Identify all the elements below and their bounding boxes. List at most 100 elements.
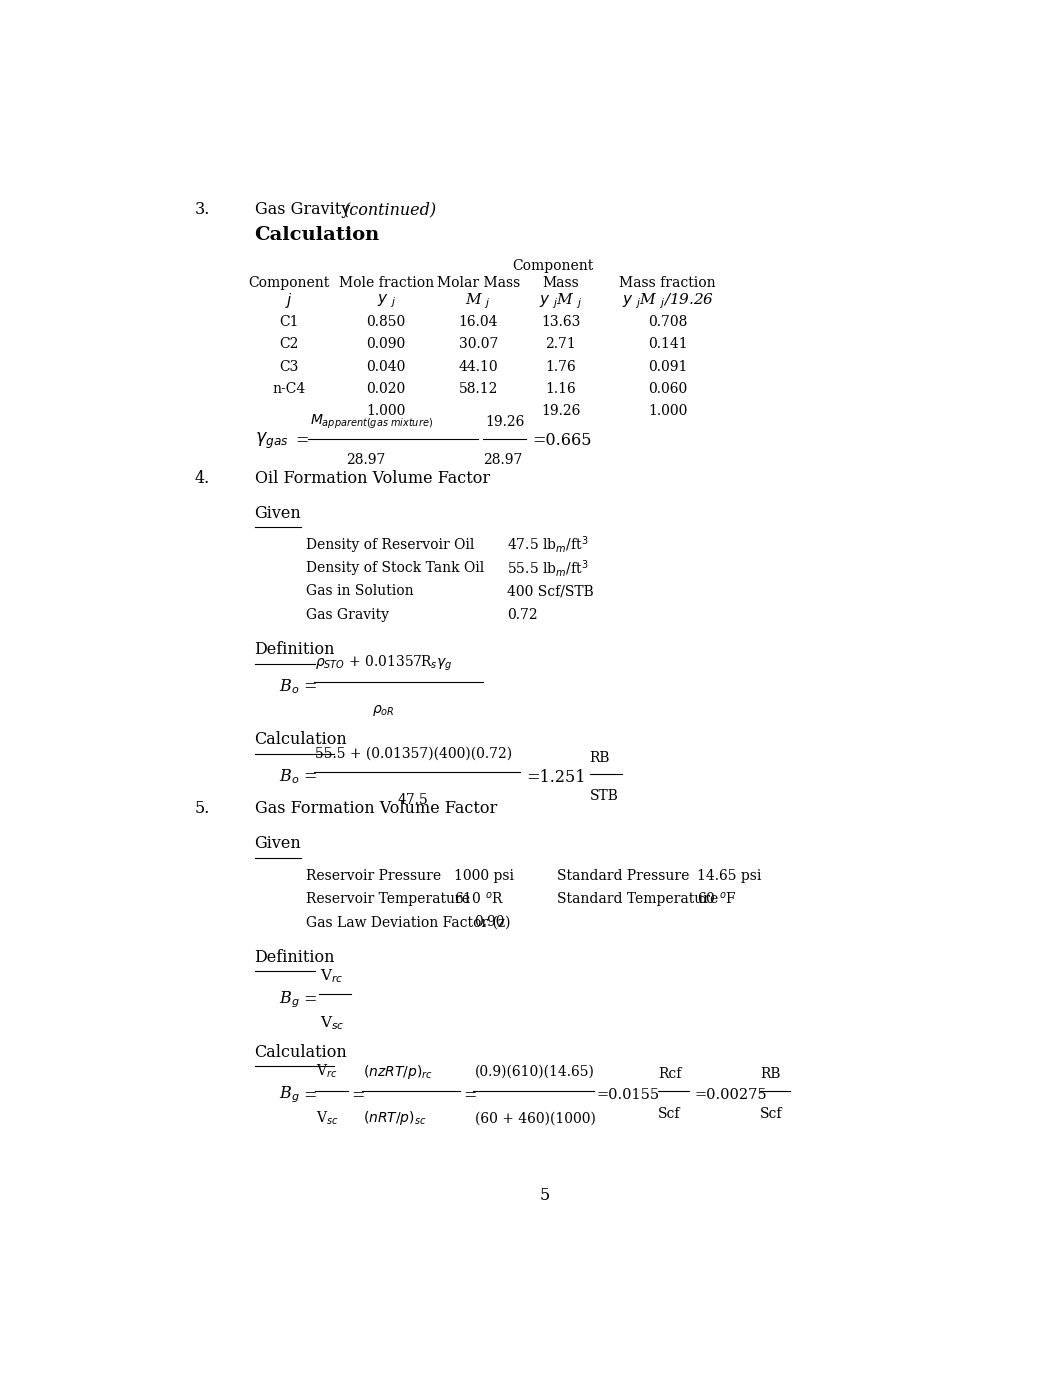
Text: 47.5 lb$_m$/ft$^3$: 47.5 lb$_m$/ft$^3$	[508, 534, 588, 555]
Text: V$_{rc}$: V$_{rc}$	[321, 968, 344, 985]
Text: Calculation: Calculation	[255, 226, 380, 244]
Text: Rcf: Rcf	[657, 1067, 681, 1081]
Text: Gas Formation Volume Factor: Gas Formation Volume Factor	[255, 800, 497, 818]
Text: Component: Component	[249, 275, 330, 291]
Text: Gas in Solution: Gas in Solution	[306, 584, 413, 599]
Text: Gas Gravity: Gas Gravity	[306, 607, 389, 622]
Text: $M_{apparent(gas\ mixture)}$: $M_{apparent(gas\ mixture)}$	[310, 413, 432, 431]
Text: 0.72: 0.72	[508, 607, 537, 622]
Text: 44.10: 44.10	[459, 359, 498, 373]
Text: 16.04: 16.04	[459, 315, 498, 329]
Text: 0.040: 0.040	[366, 359, 406, 373]
Text: V$_{sc}$: V$_{sc}$	[321, 1015, 345, 1031]
Text: 28.97: 28.97	[346, 453, 386, 467]
Text: (continued): (continued)	[343, 201, 436, 219]
Text: 3.: 3.	[194, 201, 210, 219]
Text: Gas Law Deviation Factor (z): Gas Law Deviation Factor (z)	[306, 916, 510, 929]
Text: Reservoir Pressure: Reservoir Pressure	[306, 869, 441, 883]
Text: n-C4: n-C4	[273, 381, 306, 397]
Text: 400 Scf/STB: 400 Scf/STB	[508, 584, 594, 599]
Text: =0.665: =0.665	[532, 432, 592, 449]
Text: 5.: 5.	[194, 800, 210, 818]
Text: =: =	[295, 432, 309, 449]
Text: B$_g$: B$_g$	[279, 1085, 301, 1106]
Text: (0.9)(610)(14.65): (0.9)(610)(14.65)	[475, 1064, 595, 1078]
Text: Definition: Definition	[255, 642, 336, 658]
Text: =: =	[350, 1086, 364, 1103]
Text: V$_{sc}$: V$_{sc}$	[316, 1110, 339, 1128]
Text: 5: 5	[539, 1187, 549, 1205]
Text: =1.251: =1.251	[526, 768, 585, 785]
Text: =: =	[303, 991, 316, 1008]
Text: 60 $^o$F: 60 $^o$F	[697, 891, 736, 907]
Text: Scf: Scf	[657, 1107, 681, 1121]
Text: 1.000: 1.000	[648, 405, 687, 419]
Text: 47.5: 47.5	[397, 793, 428, 807]
Text: =0.00275: =0.00275	[695, 1088, 767, 1102]
Text: $j$: $j$	[286, 292, 293, 310]
Text: B$_o$: B$_o$	[279, 767, 299, 786]
Text: Calculation: Calculation	[255, 1044, 347, 1062]
Text: (60 + 460)(1000): (60 + 460)(1000)	[475, 1111, 596, 1125]
Text: $\left(nRT/p\right)_{sc}$: $\left(nRT/p\right)_{sc}$	[363, 1110, 427, 1128]
Text: Mass fraction: Mass fraction	[619, 275, 716, 291]
Text: $\left(nzRT/p\right)_{rc}$: $\left(nzRT/p\right)_{rc}$	[363, 1063, 433, 1081]
Text: Given: Given	[255, 504, 302, 522]
Text: $y\ _j$: $y\ _j$	[377, 292, 396, 310]
Text: Standard Pressure: Standard Pressure	[556, 869, 689, 883]
Text: Molar Mass: Molar Mass	[436, 275, 520, 291]
Text: 0.708: 0.708	[648, 315, 687, 329]
Text: M$\ _j$: M$\ _j$	[465, 291, 492, 311]
Text: 55.5 + (0.01357)(400)(0.72): 55.5 + (0.01357)(400)(0.72)	[315, 746, 513, 760]
Text: $y\ _j$M$\ _j$: $y\ _j$M$\ _j$	[538, 291, 583, 311]
Text: 4.: 4.	[194, 470, 209, 486]
Text: $y\ _j$M$\ _j$/19.26: $y\ _j$M$\ _j$/19.26	[621, 291, 714, 311]
Text: 0.850: 0.850	[366, 315, 406, 329]
Text: Mass: Mass	[543, 275, 579, 291]
Text: Oil Formation Volume Factor: Oil Formation Volume Factor	[255, 470, 490, 486]
Text: 0.020: 0.020	[366, 381, 406, 397]
Text: Standard Temperature: Standard Temperature	[556, 892, 718, 906]
Text: 0.091: 0.091	[648, 359, 687, 373]
Text: 28.97: 28.97	[483, 453, 523, 467]
Text: Scf: Scf	[760, 1107, 783, 1121]
Text: 2.71: 2.71	[546, 337, 576, 351]
Text: 19.26: 19.26	[485, 414, 525, 428]
Text: =: =	[303, 679, 316, 695]
Text: =: =	[464, 1086, 477, 1103]
Text: 19.26: 19.26	[541, 405, 581, 419]
Text: 14.65 psi: 14.65 psi	[697, 869, 760, 883]
Text: 1.000: 1.000	[366, 405, 406, 419]
Text: 1.76: 1.76	[546, 359, 576, 373]
Text: =0.0155: =0.0155	[597, 1088, 661, 1102]
Text: C1: C1	[279, 315, 298, 329]
Text: 610 $^o$R: 610 $^o$R	[453, 891, 503, 907]
Text: 0.141: 0.141	[648, 337, 687, 351]
Text: 30.07: 30.07	[459, 337, 498, 351]
Text: B$_o$: B$_o$	[279, 677, 299, 697]
Text: Density of Reservoir Oil: Density of Reservoir Oil	[306, 538, 474, 552]
Text: =: =	[303, 1086, 316, 1103]
Text: 0.060: 0.060	[648, 381, 687, 397]
Text: Gas Gravity: Gas Gravity	[255, 201, 355, 219]
Text: RB: RB	[760, 1067, 781, 1081]
Text: RB: RB	[589, 750, 610, 766]
Text: Component: Component	[512, 259, 594, 273]
Text: 0.90: 0.90	[475, 916, 504, 929]
Text: $\gamma_{gas}$: $\gamma_{gas}$	[255, 431, 288, 452]
Text: C3: C3	[279, 359, 298, 373]
Text: C2: C2	[279, 337, 298, 351]
Text: B$_g$: B$_g$	[279, 990, 301, 1009]
Text: Mole fraction: Mole fraction	[339, 275, 433, 291]
Text: 1.16: 1.16	[546, 381, 576, 397]
Text: Calculation: Calculation	[255, 731, 347, 749]
Text: $\rho_{oR}$: $\rho_{oR}$	[373, 702, 395, 717]
Text: Reservoir Temperature: Reservoir Temperature	[306, 892, 469, 906]
Text: 1000 psi: 1000 psi	[453, 869, 514, 883]
Text: 13.63: 13.63	[541, 315, 581, 329]
Text: 0.090: 0.090	[366, 337, 406, 351]
Text: STB: STB	[589, 789, 618, 803]
Text: V$_{rc}$: V$_{rc}$	[316, 1063, 338, 1081]
Text: 58.12: 58.12	[459, 381, 498, 397]
Text: 55.5 lb$_m$/ft$^3$: 55.5 lb$_m$/ft$^3$	[508, 558, 588, 578]
